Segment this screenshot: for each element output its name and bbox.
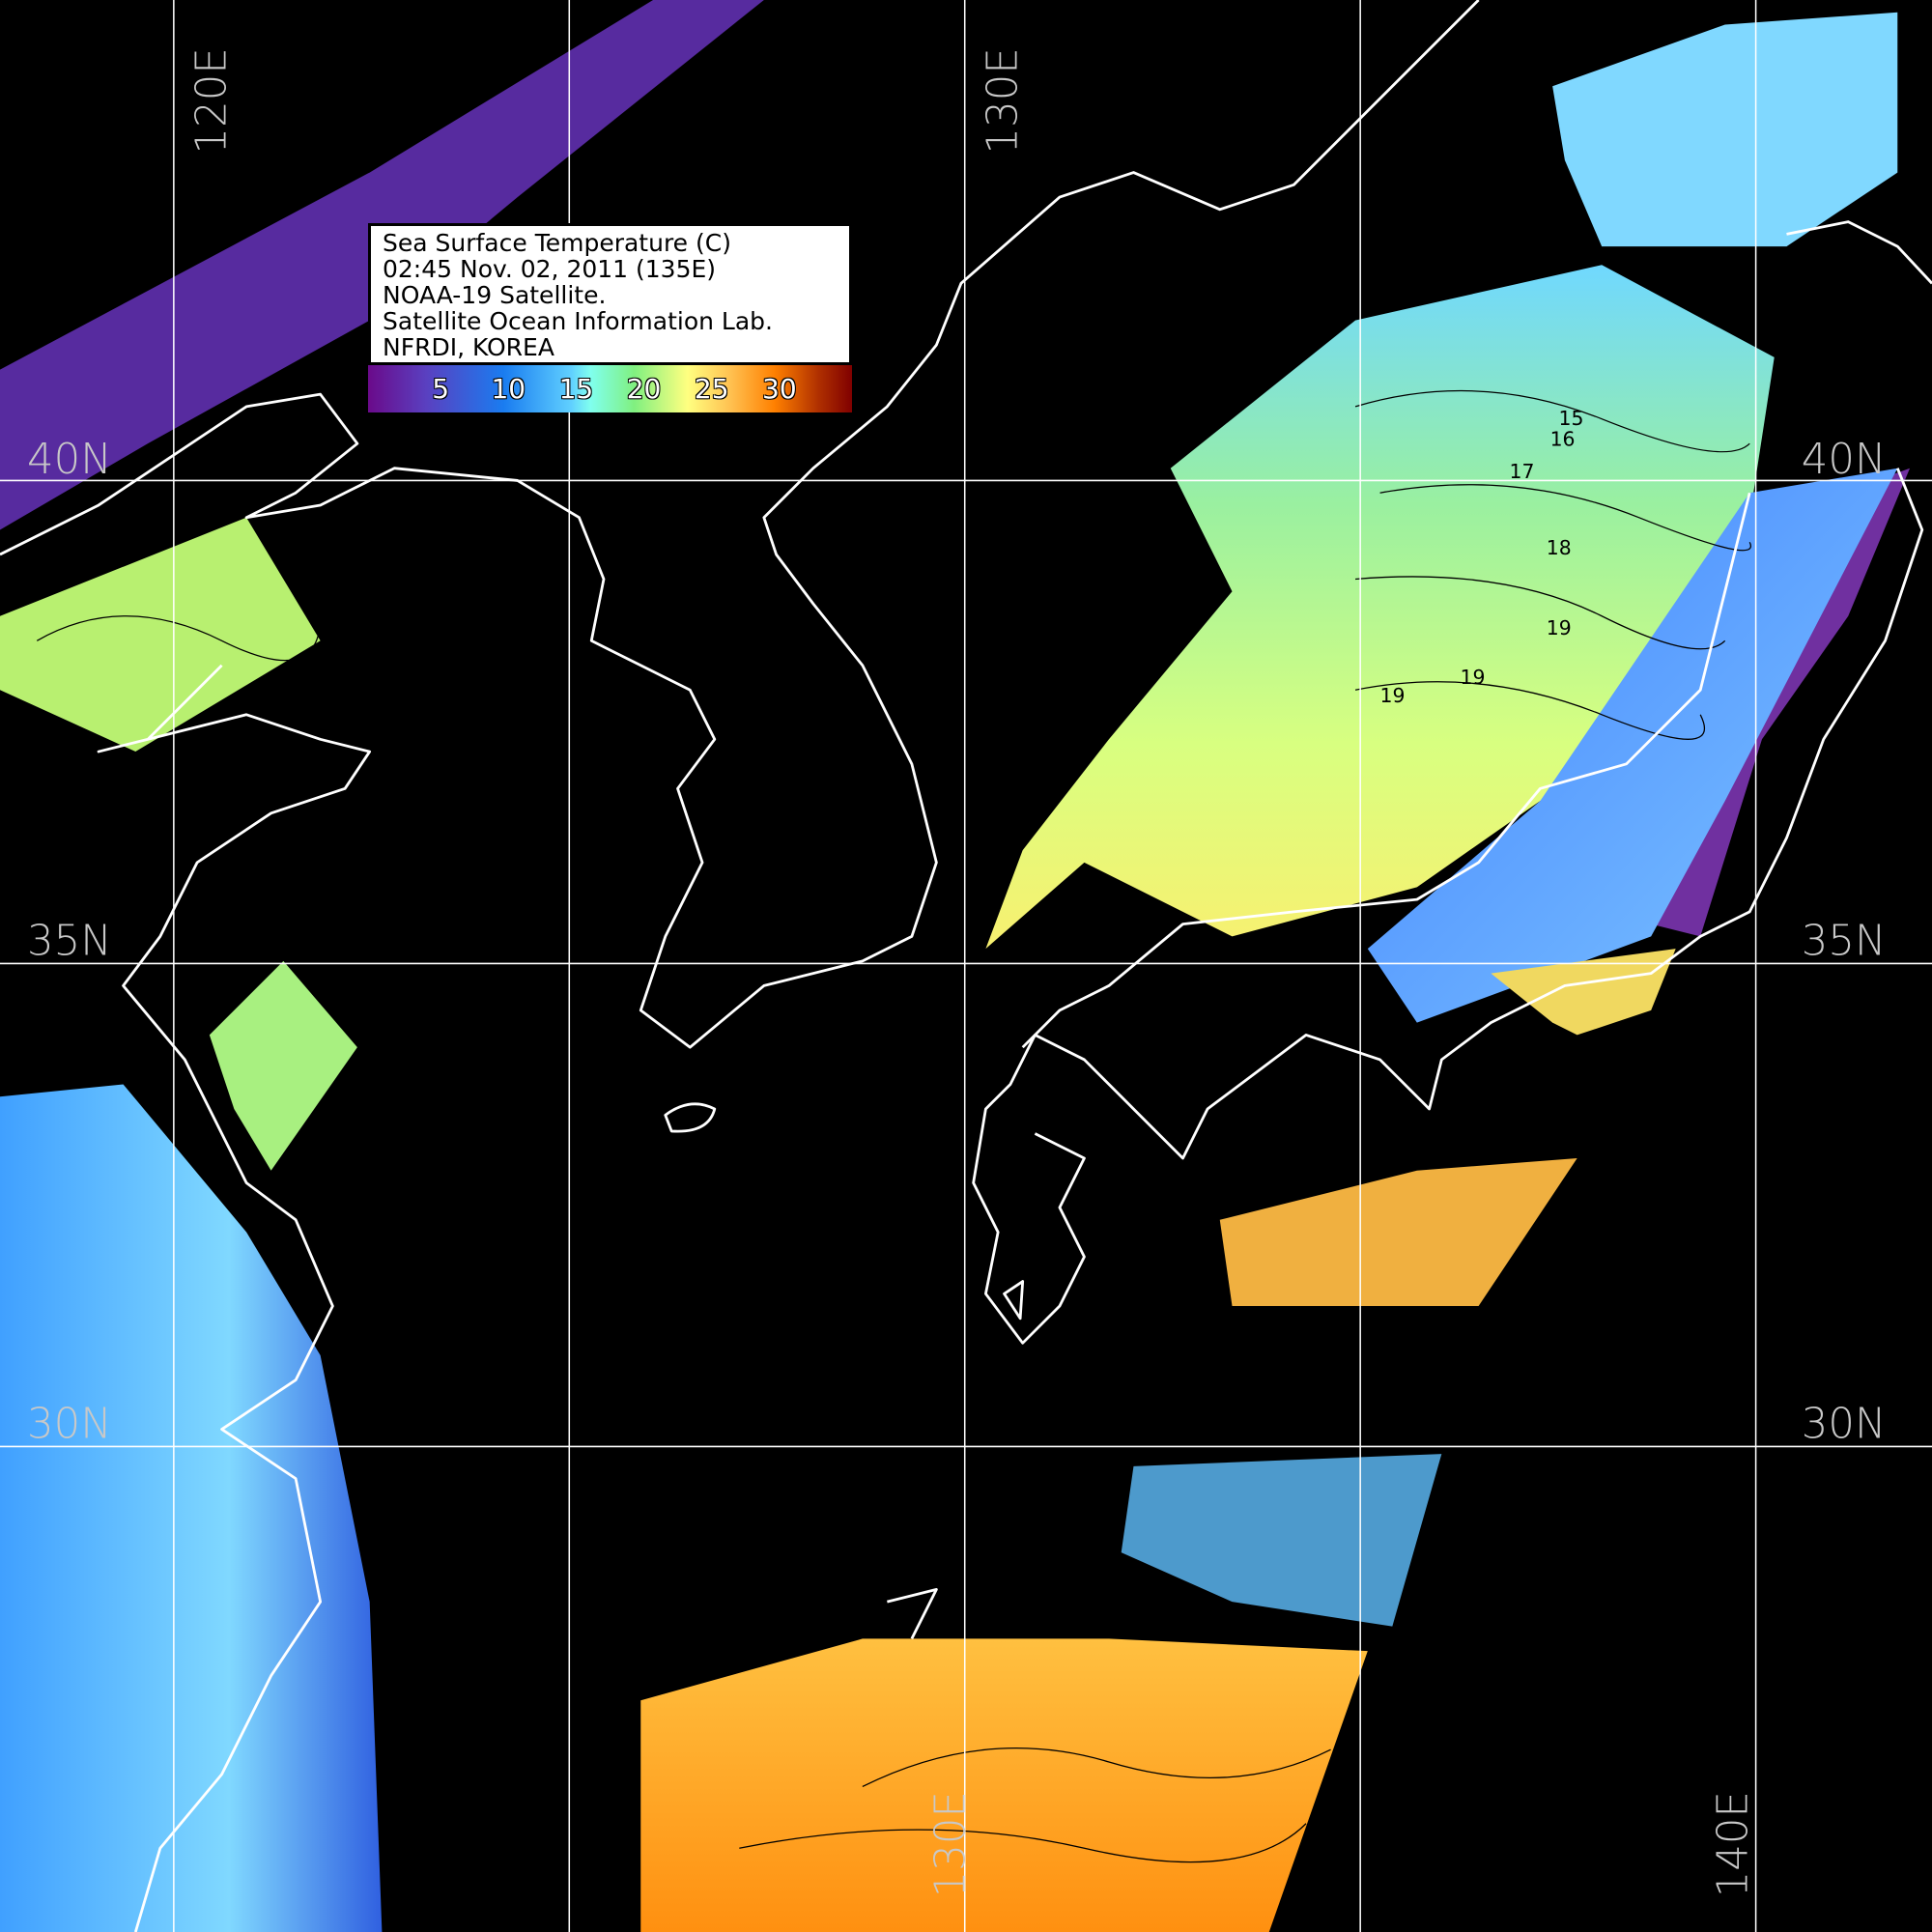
lon-label-130e-bottom: 130E bbox=[927, 1791, 976, 1897]
contour-label: 15 bbox=[1559, 407, 1584, 430]
coast-japan-sea-side bbox=[1021, 492, 1751, 1049]
legend-lab: Satellite Ocean Information Lab. bbox=[383, 307, 773, 335]
contour-label: 19 bbox=[1460, 666, 1485, 689]
colorbar-tick: 15 bbox=[558, 373, 594, 405]
coast-china-north bbox=[0, 0, 1480, 1049]
colorbar-tick: 5 bbox=[432, 373, 450, 405]
colorbar-tick: 25 bbox=[694, 373, 729, 405]
contour-label: 18 bbox=[1547, 536, 1572, 559]
lat-label-40n-right: 40N bbox=[1802, 436, 1887, 484]
lon-label-130e: 130E bbox=[979, 47, 1027, 154]
contours: 15 16 17 18 19 19 19 bbox=[36, 389, 1751, 1863]
sst-south-orange bbox=[640, 1638, 1368, 1932]
lat-label-40n-left: 40N bbox=[27, 436, 112, 484]
lat-label-30n-right: 30N bbox=[1802, 1401, 1887, 1449]
legend-title: Sea Surface Temperature (C) bbox=[383, 229, 731, 257]
legend-text-box: Sea Surface Temperature (C) 02:45 Nov. 0… bbox=[368, 223, 852, 365]
colorbar-tick: 20 bbox=[626, 373, 662, 405]
coast-japan bbox=[972, 468, 1924, 1345]
contour-label: 17 bbox=[1510, 460, 1535, 483]
sst-kii-band bbox=[1491, 949, 1676, 1036]
coast-taiwan-ryukyu bbox=[887, 1280, 1025, 1640]
sst-shikoku-orange bbox=[1219, 1157, 1577, 1307]
sst-south-scattered bbox=[1121, 1454, 1442, 1627]
legend: Sea Surface Temperature (C) 02:45 Nov. 0… bbox=[368, 223, 852, 412]
legend-satellite: NOAA-19 Satellite. bbox=[383, 281, 607, 309]
sst-bohai bbox=[0, 517, 321, 753]
sst-sea-of-japan bbox=[985, 265, 1775, 950]
coast-china-east bbox=[97, 664, 372, 1932]
legend-institute: NFRDI, KOREA bbox=[383, 333, 554, 361]
contour-label: 19 bbox=[1547, 616, 1572, 639]
sst-north-cold bbox=[1552, 12, 1898, 247]
sst-east-china-sea-left bbox=[0, 1084, 383, 1932]
lat-label-35n-left: 35N bbox=[27, 918, 112, 966]
sst-tsushima-blue bbox=[1367, 468, 1898, 1023]
coast-hokkaido bbox=[1786, 220, 1932, 285]
legend-datetime: 02:45 Nov. 02, 2011 (135E) bbox=[383, 255, 717, 283]
coast-jeju bbox=[664, 1102, 717, 1133]
lon-label-140e: 140E bbox=[1710, 1791, 1758, 1897]
contour-label: 16 bbox=[1550, 428, 1576, 451]
colorbar-tick: 10 bbox=[491, 373, 526, 405]
sst-yellow-sea bbox=[209, 960, 357, 1171]
contour-label: 19 bbox=[1380, 684, 1406, 707]
lon-label-120e: 120E bbox=[187, 47, 236, 154]
colorbar: 5 10 15 20 25 30 bbox=[368, 365, 852, 412]
lat-label-30n-left: 30N bbox=[27, 1401, 112, 1449]
colorbar-tick: 30 bbox=[762, 373, 797, 405]
lat-label-35n-right: 35N bbox=[1802, 918, 1887, 966]
grid-labels: 120E 130E 130E 140E 40N 40N 35N 35N 30N … bbox=[27, 47, 1886, 1897]
